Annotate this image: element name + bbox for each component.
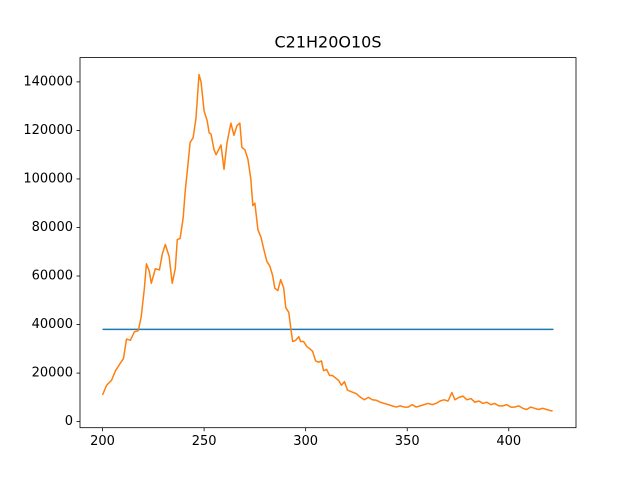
y-tick-label: 0: [65, 414, 73, 429]
y-tick-label: 20000: [32, 366, 73, 381]
x-tick-label: 300: [293, 434, 318, 449]
chart-title: C21H20O10S: [274, 33, 381, 52]
y-tick-label: 60000: [32, 269, 73, 284]
x-tick-label: 350: [395, 434, 420, 449]
y-tick-label: 140000: [23, 74, 73, 89]
data-line: [101, 73, 553, 412]
plot-frame: [79, 57, 577, 429]
x-tick-label: 200: [90, 434, 115, 449]
y-tick-label: 100000: [23, 171, 73, 186]
y-tick-label: 40000: [32, 317, 73, 332]
x-tick-label: 250: [192, 434, 217, 449]
x-tick-label: 400: [496, 434, 521, 449]
y-tick-label: 120000: [23, 123, 73, 138]
y-tick-label: 80000: [32, 220, 73, 235]
